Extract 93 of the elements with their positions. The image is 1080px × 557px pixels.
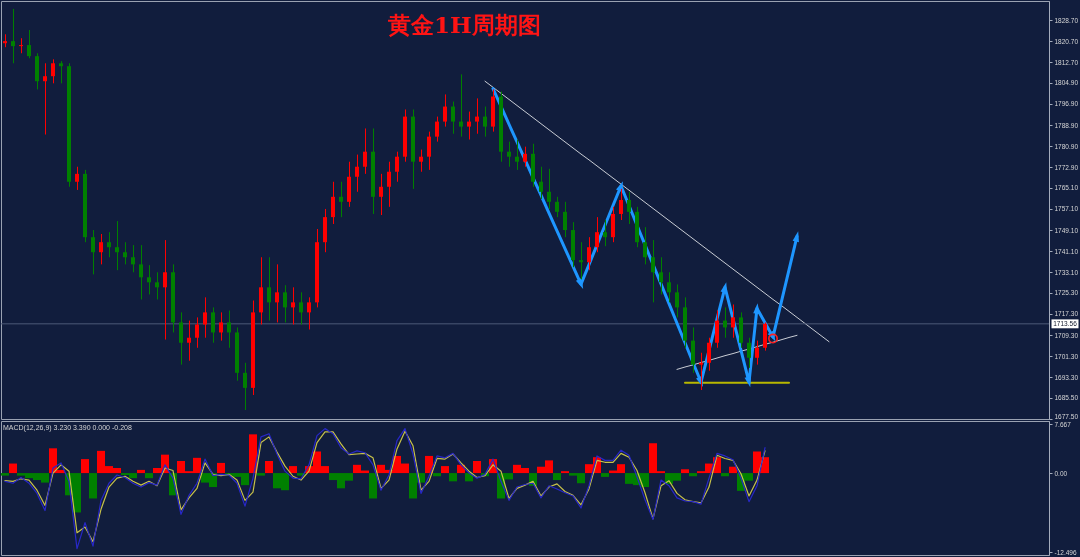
bar (9, 463, 17, 474)
candlestick (283, 284, 287, 323)
candlestick (27, 29, 31, 59)
candlestick (211, 306, 215, 344)
candlestick (267, 256, 271, 322)
candlestick (507, 141, 511, 168)
bar (249, 434, 257, 474)
candlestick (443, 93, 447, 128)
candlestick (667, 271, 671, 303)
candlestick (291, 286, 295, 326)
candlestick (339, 181, 343, 218)
candlestick (659, 256, 663, 295)
candlestick (547, 168, 551, 210)
bar (89, 473, 97, 499)
candlestick (227, 310, 231, 349)
candlestick (467, 111, 471, 141)
line-series (484, 80, 830, 343)
candlestick (651, 239, 655, 303)
bar (553, 473, 561, 481)
candlestick (187, 320, 191, 362)
candlestick (715, 310, 719, 349)
candlestick (379, 173, 383, 216)
bar (81, 459, 89, 474)
candlestick (51, 58, 55, 84)
bar (289, 466, 297, 474)
candlestick (627, 191, 631, 225)
candlestick (123, 241, 127, 265)
candlestick (203, 296, 207, 339)
candlestick (595, 216, 599, 253)
candlestick (75, 166, 79, 191)
candlestick (115, 220, 119, 271)
candlestick (475, 97, 479, 135)
bar (449, 473, 457, 482)
candlestick (563, 201, 567, 238)
candlestick (243, 362, 247, 411)
bar (137, 469, 145, 474)
bar (433, 473, 441, 477)
bar (601, 473, 609, 477)
candlestick (675, 283, 679, 318)
candlestick (299, 291, 303, 326)
candlestick (43, 62, 47, 136)
candlestick (307, 296, 311, 331)
candlestick (755, 340, 759, 366)
candlestick (643, 226, 647, 265)
candlestick (139, 244, 143, 300)
candlestick (355, 154, 359, 193)
bar (369, 473, 377, 499)
candlestick (131, 244, 135, 273)
candlestick (11, 8, 15, 64)
candlestick (179, 311, 183, 366)
candlestick (731, 303, 735, 339)
bar (265, 461, 273, 474)
candlestick (419, 149, 423, 173)
candlestick (587, 236, 591, 271)
bar (729, 466, 737, 474)
candlestick (427, 131, 431, 171)
candlestick (611, 206, 615, 243)
candlestick (459, 73, 463, 138)
candlestick (219, 311, 223, 342)
bar (257, 473, 265, 476)
bar (473, 461, 481, 474)
candlestick (275, 263, 279, 323)
candlestick (163, 239, 167, 341)
bar (681, 469, 689, 474)
candlestick (395, 151, 399, 183)
candlestick (387, 161, 391, 208)
candlestick (515, 139, 519, 171)
candlestick (555, 196, 559, 218)
text: 黄金1H周期图 (387, 11, 541, 38)
candlestick (435, 116, 439, 143)
candlestick (523, 146, 527, 168)
candlestick (91, 229, 95, 275)
candlestick (19, 37, 23, 54)
bar (441, 466, 449, 474)
bar (689, 473, 697, 477)
candlestick (147, 264, 151, 295)
candlestick (483, 106, 487, 138)
bar (217, 462, 225, 474)
candlestick (331, 181, 335, 225)
candlestick (155, 271, 159, 300)
candlestick (107, 231, 111, 258)
candlestick (539, 166, 543, 200)
bar (145, 473, 153, 479)
candlestick (59, 60, 63, 84)
candlestick (99, 233, 103, 265)
candlestick (363, 127, 367, 175)
bar (1, 473, 9, 476)
candlestick (195, 316, 199, 349)
candlestick (603, 219, 607, 247)
bar (721, 473, 729, 477)
candlestick (747, 337, 751, 369)
candlestick (451, 101, 455, 135)
candlestick (707, 337, 711, 372)
